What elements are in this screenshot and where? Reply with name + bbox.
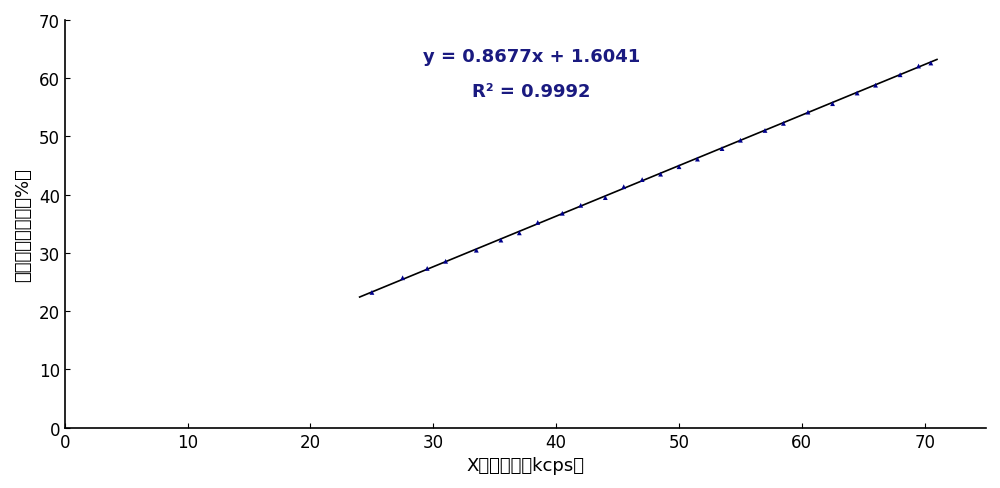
Point	[530, 219, 546, 227]
Point	[634, 176, 650, 184]
Point	[757, 127, 773, 135]
Point	[892, 72, 908, 80]
Point	[493, 237, 509, 244]
Y-axis label: 质量百分比含量（%）: 质量百分比含量（%）	[14, 167, 32, 281]
Point	[923, 60, 939, 68]
Point	[689, 156, 705, 163]
Point	[849, 90, 865, 98]
Point	[511, 229, 527, 237]
Point	[825, 101, 841, 108]
Point	[395, 274, 411, 282]
Point	[438, 258, 454, 265]
Point	[653, 171, 669, 179]
Point	[775, 120, 791, 128]
Point	[714, 145, 730, 153]
Text: R² = 0.9992: R² = 0.9992	[472, 82, 591, 101]
Point	[419, 265, 435, 273]
Point	[732, 137, 748, 145]
Point	[911, 63, 927, 71]
Point	[671, 163, 687, 171]
X-axis label: X荧光强度（kcps）: X荧光强度（kcps）	[466, 456, 584, 474]
Point	[554, 210, 570, 218]
Point	[573, 202, 589, 210]
Point	[800, 109, 816, 117]
Point	[468, 247, 484, 255]
Point	[868, 82, 884, 90]
Point	[597, 194, 613, 202]
Point	[616, 183, 632, 191]
Text: y = 0.8677x + 1.6041: y = 0.8677x + 1.6041	[423, 47, 640, 65]
Point	[364, 289, 380, 297]
